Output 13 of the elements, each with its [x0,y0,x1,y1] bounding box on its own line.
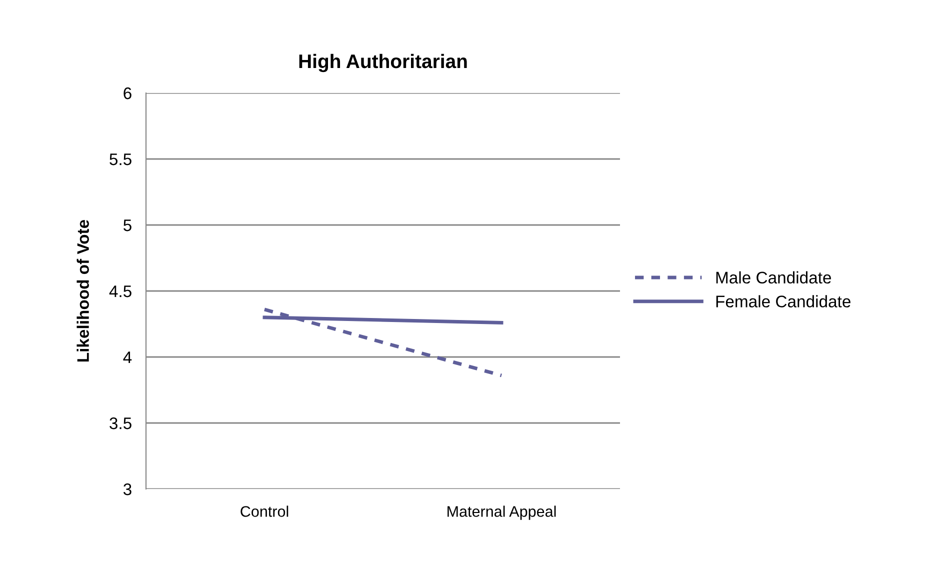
y-tick-label: 4 [123,352,132,364]
y-tick-label: 5 [124,220,132,232]
legend-label: Female Candidate [716,295,850,308]
y-tick-label: 4.5 [109,286,132,298]
y-axis-title: Likelihood of Vote [76,220,89,362]
chart-title: High Authoritarian [299,54,467,72]
y-tick-label: 5.5 [110,154,132,166]
x-tick-label: Control [240,506,288,517]
y-tick-label: 3.5 [110,417,132,430]
x-tick-label: Maternal Appeal [448,506,556,520]
legend-label: Male Candidate [716,271,831,284]
y-tick-label: 6 [124,87,132,100]
y-tick-label: 3 [123,483,132,496]
